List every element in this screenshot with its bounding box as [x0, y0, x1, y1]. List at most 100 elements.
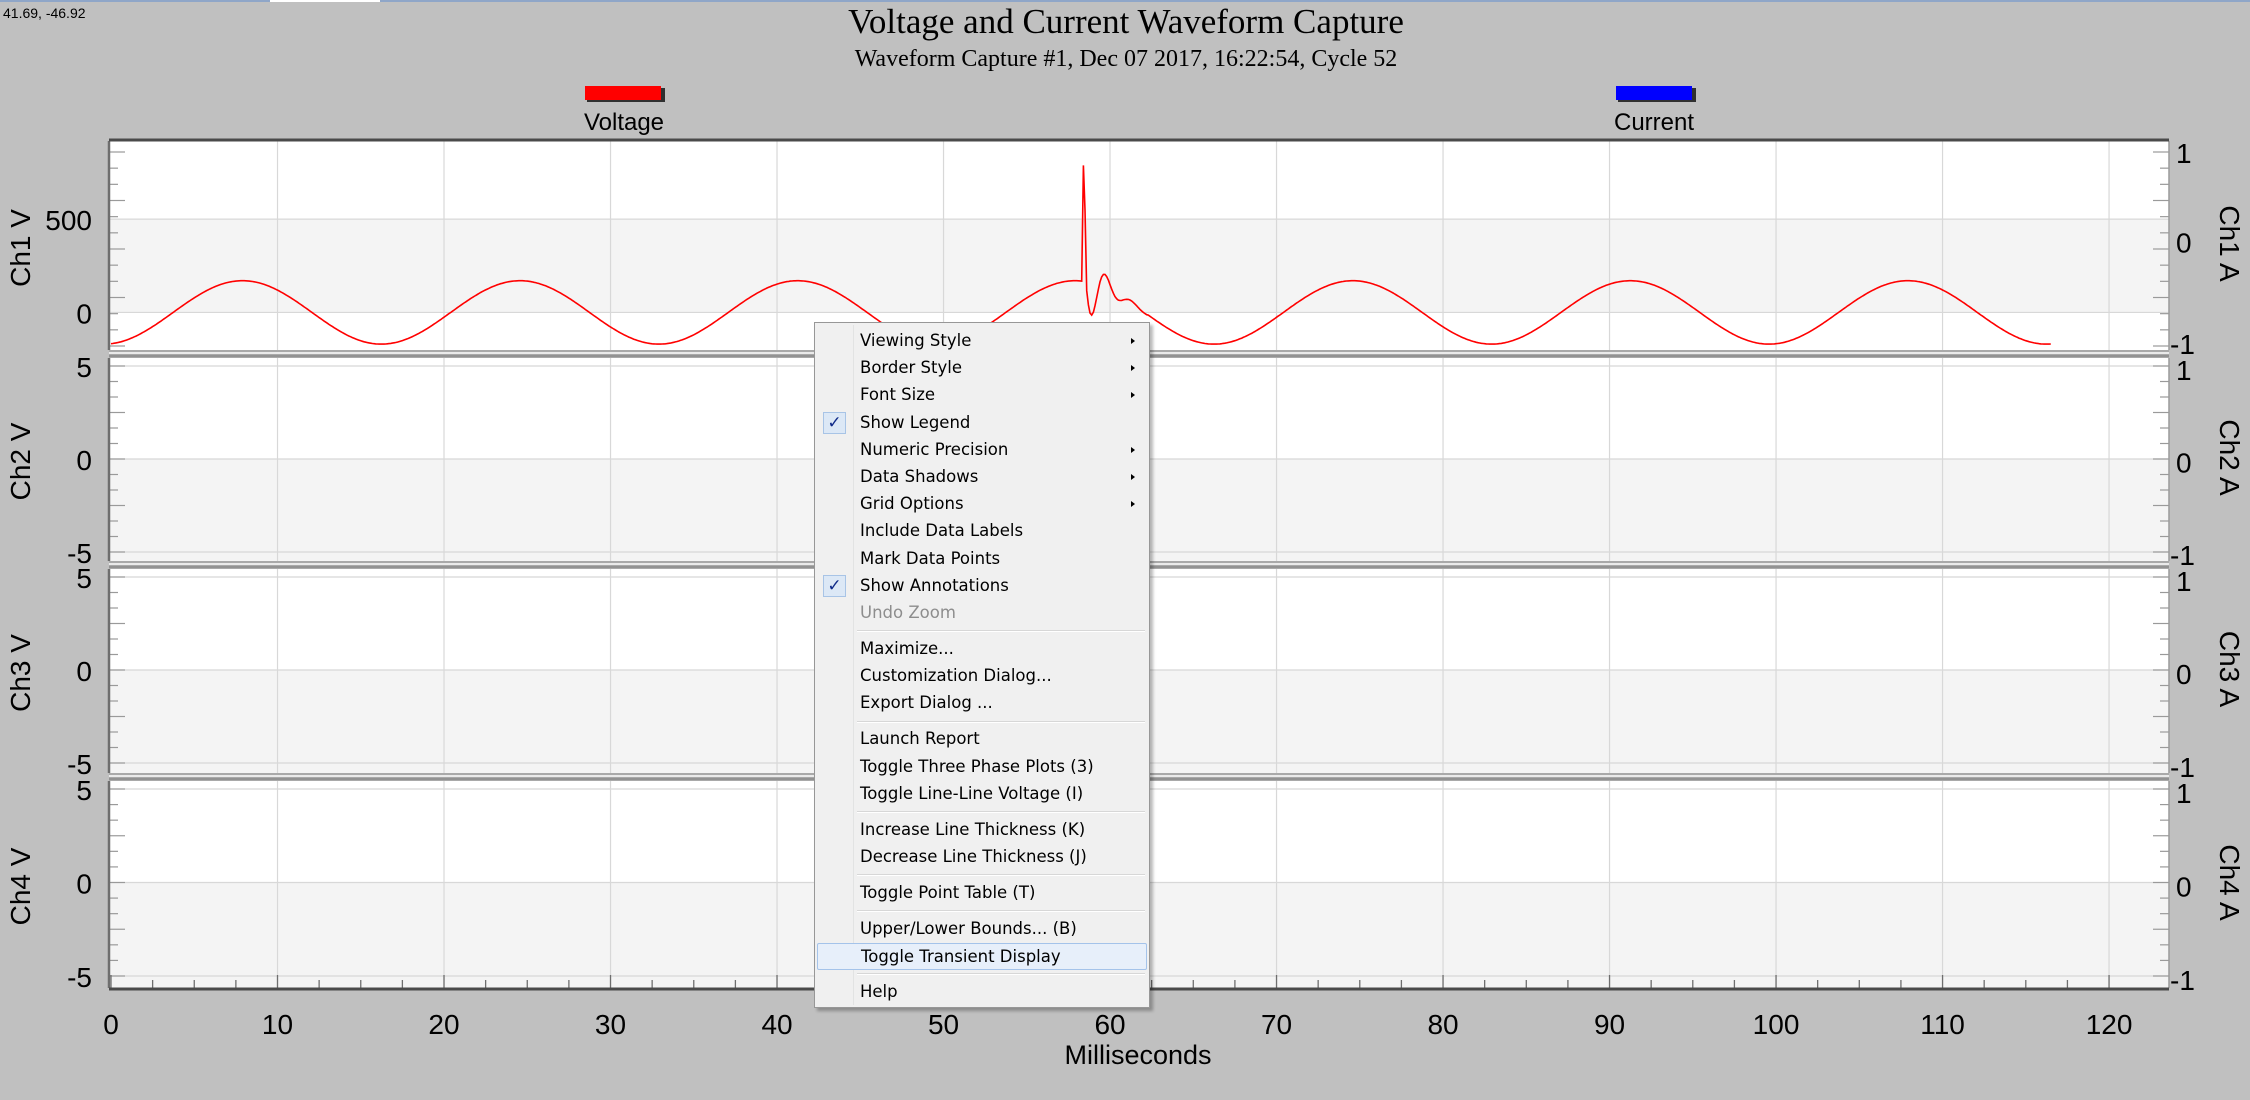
panel-band — [109, 219, 2169, 313]
menu-item-label: Launch Report — [860, 729, 980, 749]
x-tick-label: 60 — [1094, 1009, 1125, 1040]
x-tick-label: 110 — [1920, 1009, 1965, 1040]
menu-item-export-dialog[interactable]: Export Dialog ... — [817, 690, 1147, 717]
y2-tick-label: -1 — [2170, 752, 2195, 783]
y-tick-label: 5 — [76, 563, 92, 594]
y-tick-label: 0 — [76, 298, 92, 329]
menu-item-label: Include Data Labels — [860, 521, 1024, 541]
menu-item-customization-dialog[interactable]: Customization Dialog... — [817, 663, 1147, 690]
y-tick-label: 0 — [76, 869, 92, 900]
y-tick-label: 5 — [76, 775, 92, 806]
legend-swatch-current-fill — [1616, 86, 1692, 100]
menu-item-mark-data-points[interactable]: Mark Data Points — [817, 546, 1147, 573]
y2-tick-label: 1 — [2176, 355, 2192, 386]
menu-item-label: Undo Zoom — [860, 603, 956, 622]
y2-tick-label: 0 — [2176, 448, 2192, 479]
menu-item-label: Font Size — [860, 385, 936, 405]
menu-item-launch-report[interactable]: Launch Report — [817, 726, 1147, 753]
x-tick-label: 70 — [1261, 1009, 1292, 1040]
submenu-arrow-icon — [1131, 365, 1135, 372]
menu-item-toggle-three-phase-plots-3[interactable]: Toggle Three Phase Plots (3) — [817, 754, 1147, 781]
x-tick-label: 90 — [1594, 1009, 1625, 1040]
menu-item-label: Decrease Line Thickness (J) — [860, 847, 1087, 866]
x-axis-label: Milliseconds — [1064, 1040, 1211, 1070]
menu-item-upper-lower-bounds-b[interactable]: Upper/Lower Bounds... (B) — [817, 916, 1147, 943]
submenu-arrow-icon — [1131, 338, 1135, 344]
menu-item-label: Mark Data Points — [860, 548, 1001, 568]
menu-separator — [857, 910, 1145, 913]
menu-item-help[interactable]: Help — [817, 979, 1147, 1006]
legend-entry-current[interactable]: Current — [1614, 86, 1696, 136]
y-tick-label: 500 — [45, 205, 92, 236]
menu-item-label: Viewing Style — [860, 331, 972, 350]
y2-tick-label: 1 — [2176, 778, 2192, 809]
menu-item-show-annotations[interactable]: ✓ Show Annotations — [817, 573, 1147, 600]
menu-item-label: Toggle Three Phase Plots (3) — [860, 756, 1094, 776]
x-tick-label: 20 — [428, 1009, 459, 1040]
legend[interactable]: Voltage Current — [584, 86, 1696, 136]
y-tick-label: -5 — [67, 538, 92, 569]
x-tick-label: 10 — [262, 1009, 293, 1040]
x-tick-label: 100 — [1753, 1009, 1800, 1040]
y-tick-label: 0 — [76, 656, 92, 687]
menu-item-label: Increase Line Thickness (K) — [860, 819, 1086, 839]
menu-item-maximize[interactable]: Maximize... — [817, 636, 1147, 663]
y-tick-label: -5 — [67, 962, 92, 993]
menu-separator — [857, 874, 1145, 877]
y-axis-label-ch2: Ch2 V — [5, 422, 36, 500]
x-tick-label: 120 — [2086, 1009, 2133, 1040]
menu-item-label: Border Style — [860, 358, 963, 378]
legend-label-current: Current — [1614, 109, 1694, 136]
x-tick-label: 80 — [1427, 1009, 1458, 1040]
menu-item-data-shadows[interactable]: Data Shadows — [817, 464, 1147, 491]
menu-item-label: Maximize... — [860, 639, 954, 658]
menu-item-grid-options[interactable]: Grid Options — [817, 491, 1147, 518]
chart-title: Voltage and Current Waveform Capture — [848, 2, 1404, 41]
menu-item-toggle-transient-display[interactable]: Toggle Transient Display — [817, 943, 1147, 971]
menu-item-label: Show Legend — [860, 412, 971, 432]
menu-item-label: Data Shadows — [860, 467, 979, 486]
menu-item-show-legend[interactable]: ✓ Show Legend — [817, 410, 1147, 437]
menu-separator — [857, 811, 1145, 813]
y2-tick-label: 1 — [2176, 566, 2192, 597]
submenu-arrow-icon — [1131, 392, 1135, 399]
y2-tick-label: -1 — [2170, 540, 2195, 571]
menu-item-label: Toggle Line-Line Voltage (I) — [860, 783, 1084, 803]
menu-separator — [857, 630, 1145, 633]
menu-item-numeric-precision[interactable]: Numeric Precision — [817, 437, 1147, 464]
menu-item-label: Help — [860, 982, 898, 1002]
menu-item-decrease-line-thickness-j[interactable]: Decrease Line Thickness (J) — [817, 844, 1147, 871]
x-tick-label: 0 — [103, 1009, 119, 1040]
menu-item-toggle-line-line-voltage-i[interactable]: Toggle Line-Line Voltage (I) — [817, 781, 1147, 808]
y2-axis-label-ch1: Ch1 A — [2214, 205, 2245, 282]
menu-item-label: Grid Options — [860, 494, 964, 514]
submenu-arrow-icon — [1131, 446, 1135, 453]
cursor-coordinates: 41.69, -46.92 — [3, 5, 86, 21]
menu-item-include-data-labels[interactable]: Include Data Labels — [817, 518, 1147, 545]
y2-tick-label: 1 — [2176, 138, 2192, 169]
menu-item-border-style[interactable]: Border Style — [817, 355, 1147, 382]
menu-item-label: Numeric Precision — [860, 439, 1009, 459]
y2-tick-label: 0 — [2176, 872, 2192, 903]
y2-tick-label: 0 — [2176, 228, 2192, 259]
checkmark-icon: ✓ — [823, 574, 846, 597]
legend-swatch-voltage-fill — [585, 86, 661, 100]
menu-item-increase-line-thickness-k[interactable]: Increase Line Thickness (K) — [817, 817, 1147, 844]
menu-icon-gutter — [853, 325, 854, 1005]
window-top-border — [0, 0, 2250, 2]
menu-item-font-size[interactable]: Font Size — [817, 382, 1147, 409]
chart-subtitle: Waveform Capture #1, Dec 07 2017, 16:22:… — [855, 46, 1398, 72]
submenu-arrow-icon — [1131, 501, 1135, 508]
x-tick-label: 30 — [595, 1009, 626, 1040]
context-menu[interactable]: Viewing Style Border Style Font Size ✓ Show … — [814, 322, 1150, 1008]
y-tick-label: 0 — [76, 445, 92, 476]
y2-axis-label-ch4: Ch4 A — [2214, 844, 2245, 921]
menu-item-label: Upper/Lower Bounds... (B) — [860, 919, 1077, 938]
y2-axis-label-ch2: Ch2 A — [2214, 419, 2245, 496]
menu-item-undo-zoom[interactable]: Undo Zoom — [817, 600, 1147, 627]
menu-item-viewing-style[interactable]: Viewing Style — [817, 328, 1147, 355]
legend-entry-voltage[interactable]: Voltage — [584, 86, 665, 136]
checkmark-icon: ✓ — [823, 411, 846, 434]
menu-item-toggle-point-table-t[interactable]: Toggle Point Table (T) — [817, 880, 1147, 907]
window-top-border-highlight — [270, 0, 380, 2]
